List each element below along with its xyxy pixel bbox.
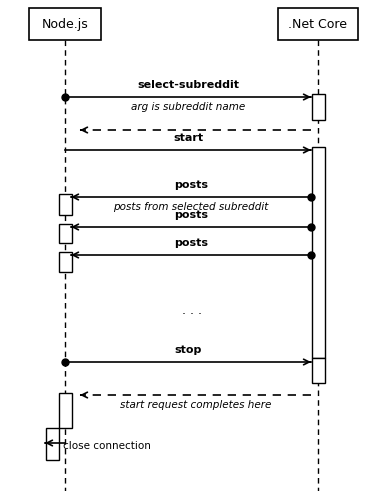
Text: posts: posts: [174, 210, 208, 220]
Text: .Net Core: .Net Core: [288, 18, 347, 30]
Bar: [59, 224, 72, 243]
Text: start request completes here: start request completes here: [120, 400, 271, 410]
Bar: [29, 8, 101, 40]
Text: select-subreddit: select-subreddit: [137, 80, 239, 90]
Text: · · ·: · · ·: [182, 308, 202, 322]
Text: posts from selected subreddit: posts from selected subreddit: [113, 202, 269, 212]
Text: Node.js: Node.js: [42, 18, 88, 30]
Text: start: start: [173, 133, 203, 143]
Bar: [312, 147, 325, 358]
Bar: [59, 393, 72, 428]
Bar: [312, 94, 325, 120]
Text: stop: stop: [174, 345, 202, 355]
Bar: [312, 358, 325, 383]
Text: posts: posts: [174, 238, 208, 248]
Text: posts: posts: [174, 180, 208, 190]
Bar: [45, 428, 59, 460]
Bar: [59, 194, 72, 215]
Text: close connection: close connection: [63, 441, 151, 451]
Bar: [59, 252, 72, 272]
Text: arg is subreddit name: arg is subreddit name: [131, 102, 245, 112]
Bar: [278, 8, 358, 40]
